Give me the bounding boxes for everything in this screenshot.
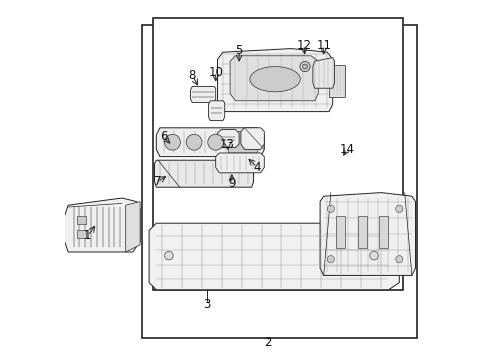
Text: 2: 2 xyxy=(264,336,271,349)
Text: 8: 8 xyxy=(188,69,196,82)
Circle shape xyxy=(164,134,180,150)
Text: 14: 14 xyxy=(339,143,354,156)
Circle shape xyxy=(326,205,334,212)
Text: 13: 13 xyxy=(220,138,235,150)
Text: 1: 1 xyxy=(84,229,91,242)
Circle shape xyxy=(395,256,402,263)
Polygon shape xyxy=(230,56,318,101)
Circle shape xyxy=(186,134,202,150)
Text: 9: 9 xyxy=(228,177,235,190)
Bar xyxy=(152,18,402,290)
Circle shape xyxy=(395,205,402,212)
Circle shape xyxy=(302,64,307,69)
Polygon shape xyxy=(64,198,140,252)
Polygon shape xyxy=(154,160,253,187)
Circle shape xyxy=(326,256,334,263)
Polygon shape xyxy=(217,130,239,148)
Text: 6: 6 xyxy=(160,130,167,143)
Ellipse shape xyxy=(249,67,300,92)
Polygon shape xyxy=(336,216,345,248)
Polygon shape xyxy=(190,86,215,103)
Polygon shape xyxy=(328,65,345,97)
Polygon shape xyxy=(125,202,140,252)
Polygon shape xyxy=(241,128,264,149)
Polygon shape xyxy=(208,101,224,121)
Text: 11: 11 xyxy=(316,39,330,51)
Polygon shape xyxy=(379,216,387,248)
Text: 4: 4 xyxy=(253,161,260,174)
Polygon shape xyxy=(228,131,260,153)
Bar xyxy=(142,25,416,338)
Polygon shape xyxy=(215,153,264,173)
Polygon shape xyxy=(149,223,399,290)
Polygon shape xyxy=(320,193,415,275)
Polygon shape xyxy=(217,49,332,112)
Bar xyxy=(77,230,86,238)
Circle shape xyxy=(369,251,378,260)
Text: 12: 12 xyxy=(296,39,311,51)
Text: 7: 7 xyxy=(153,175,161,188)
Circle shape xyxy=(207,134,223,150)
Bar xyxy=(77,216,86,224)
Text: 10: 10 xyxy=(208,66,223,78)
Text: 3: 3 xyxy=(203,298,210,311)
Polygon shape xyxy=(357,216,366,248)
Circle shape xyxy=(299,62,309,72)
Polygon shape xyxy=(312,58,334,88)
Polygon shape xyxy=(156,128,264,157)
Circle shape xyxy=(164,251,173,260)
Text: 5: 5 xyxy=(235,44,242,57)
